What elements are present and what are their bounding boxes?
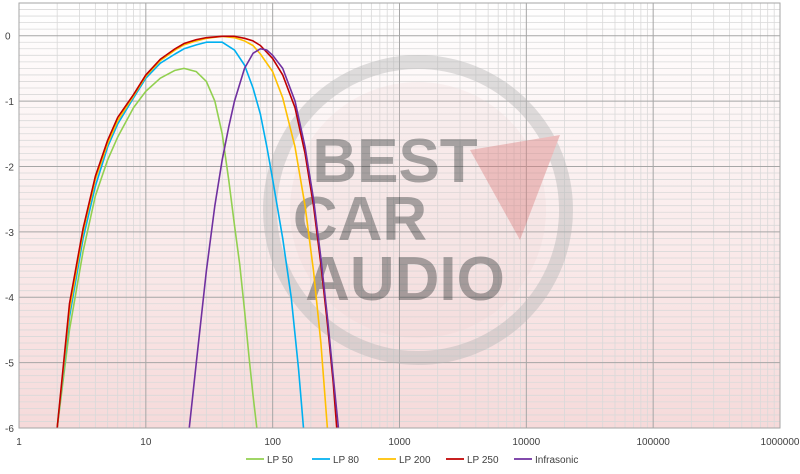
y-tick-label: -5 [5, 359, 14, 370]
y-tick-label: -1 [5, 97, 14, 108]
series-line-lp-80 [56, 41, 305, 428]
y-tick-label: -4 [5, 293, 14, 304]
x-tick-label: 100000 [636, 437, 670, 448]
legend-item: LP 80 [312, 455, 359, 466]
y-tick-label: 0 [5, 32, 11, 43]
watermark-line1: BEST [312, 127, 477, 196]
watermark-ring [263, 55, 573, 365]
legend-item: Infrasonic [514, 455, 578, 466]
y-tick-label: -3 [5, 228, 14, 239]
x-tick-label: 1 [16, 437, 22, 448]
watermark-chevron [470, 135, 560, 240]
watermark-line3: AUDIO [305, 245, 505, 314]
series-group [56, 35, 340, 428]
series-line-lp-50 [56, 67, 258, 428]
legend-item: LP 50 [246, 455, 293, 466]
legend-label: LP 50 [267, 455, 293, 466]
plot-border [18, 2, 781, 429]
legend-item: LP 200 [378, 455, 431, 466]
y-tick-label: -6 [5, 424, 14, 435]
legend-item: LP 250 [446, 455, 499, 466]
legend-label: LP 200 [399, 455, 431, 466]
x-axis-ticks: 1 10 100 1000 10000 100000 1000000 [16, 437, 800, 448]
x-tick-label: 1000 [388, 437, 411, 448]
x-tick-label: 10000 [512, 437, 540, 448]
watermark-ring-inner [290, 82, 546, 338]
y-tick-label: -2 [5, 162, 14, 173]
legend-label: Infrasonic [535, 455, 578, 466]
legend-label: LP 250 [467, 455, 499, 466]
x-tick-label: 100 [264, 437, 281, 448]
x-tick-label: 1000000 [761, 437, 800, 448]
legend-label: LP 80 [333, 455, 359, 466]
y-axis-ticks: -6 -5 -4 -3 -2 -1 0 [5, 32, 14, 435]
series-line-lp-250 [56, 35, 338, 428]
series-line-infrasonic [188, 47, 340, 428]
x-tick-label: 10 [140, 437, 152, 448]
legend: LP 50 LP 80 LP 200 LP 250 Infrasonic [246, 455, 578, 466]
